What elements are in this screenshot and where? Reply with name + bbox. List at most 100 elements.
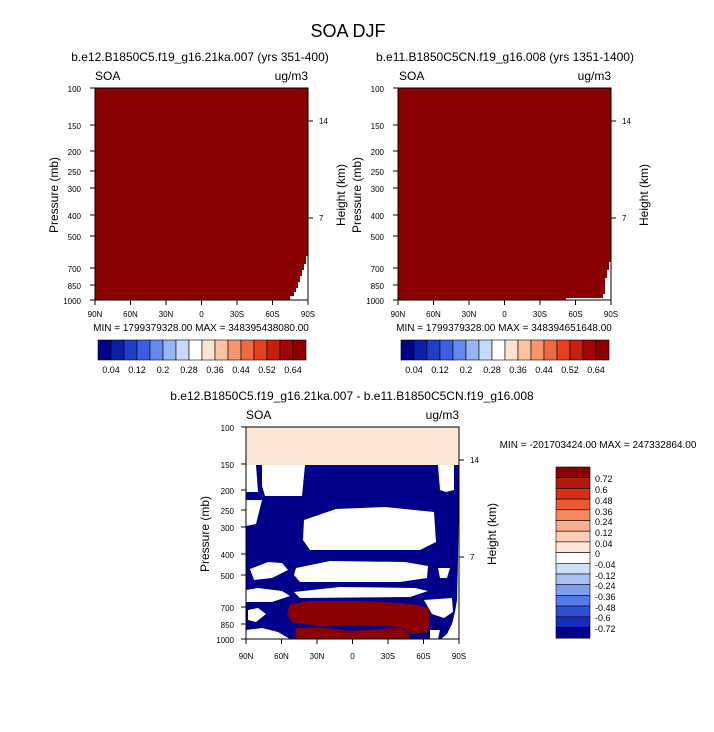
colorbar-label: 0.28 xyxy=(483,365,501,375)
colorbar-label: -0.72 xyxy=(595,624,616,634)
panel-3-ylabel-right: Height (km) xyxy=(485,503,499,565)
y-tick-label: 300 xyxy=(68,185,82,194)
colorbar-swatch xyxy=(214,339,229,361)
colorbar-swatch xyxy=(504,339,519,361)
panel-1-ylabel-right: Height (km) xyxy=(334,164,348,226)
colorbar-label: 0.36 xyxy=(206,365,224,375)
y-tick-label: 100 xyxy=(371,85,385,94)
colorbar-swatch xyxy=(426,339,441,361)
y-tick-label: 400 xyxy=(68,212,82,221)
panel-2-right-axis: 14 7 Height (km) xyxy=(611,117,651,226)
y-tick-label: 150 xyxy=(221,461,235,470)
y-right-tick-label: 14 xyxy=(319,117,328,126)
panel-1-stats: MIN = 1799379328.00 MAX = 348395438080.0… xyxy=(93,323,309,334)
x-tick-label: 30N xyxy=(462,310,477,319)
colorbar-label: 0.24 xyxy=(595,517,613,527)
colorbar-label: 0.12 xyxy=(431,365,449,375)
diff-white-patch xyxy=(246,500,262,526)
x-tick-label: 30S xyxy=(533,310,547,319)
panel-2-y-axis: 100 150 200 250 300 400 500 700 850 1000… xyxy=(350,85,398,306)
colorbar-label: -0.24 xyxy=(595,581,616,591)
panel-2-x-axis: 90N 60N 30N 0 30S 60S 90S xyxy=(391,300,618,319)
panel-3-ylabel: Pressure (mb) xyxy=(198,496,212,572)
panel-1-x-axis: 90N 60N 30N 0 30S 60S 90S xyxy=(88,300,315,319)
colorbar-label: 0.64 xyxy=(587,365,605,375)
panel-3-stats: MIN = -201703424.00 MAX = 247332864.00 xyxy=(500,440,697,451)
y-tick-label: 850 xyxy=(221,621,235,630)
y-tick-label: 150 xyxy=(371,122,385,131)
diff-white-patch xyxy=(246,588,290,602)
panel-1-right-axis: 14 7 Height (km) xyxy=(308,117,348,226)
colorbar-swatch xyxy=(569,339,584,361)
colorbar-swatch xyxy=(478,339,493,361)
colorbar-label: 0.44 xyxy=(232,365,250,375)
y-tick-label: 150 xyxy=(68,122,82,131)
panel-1-corner-right: ug/m3 xyxy=(275,69,309,83)
y-tick-label: 700 xyxy=(68,265,82,274)
colorbar-swatch xyxy=(555,520,591,532)
x-tick-label: 60N xyxy=(123,310,138,319)
x-tick-label: 90S xyxy=(301,310,315,319)
x-tick-label: 90S xyxy=(604,310,618,319)
panel-3: b.e12.B1850C5.f19_g16.21ka.007 - b.e11.B… xyxy=(170,389,697,661)
colorbar-label: 0.04 xyxy=(102,365,120,375)
x-tick-label: 60S xyxy=(416,652,430,661)
diff-region-positive xyxy=(287,601,430,634)
colorbar-swatch xyxy=(555,477,591,489)
y-tick-label: 500 xyxy=(221,572,235,581)
colorbar-label: 0.36 xyxy=(509,365,527,375)
panel-2-ylabel-right: Height (km) xyxy=(637,164,651,226)
y-tick-label: 200 xyxy=(371,148,385,157)
colorbar-label: 0 xyxy=(595,549,600,559)
colorbar-swatch xyxy=(530,339,545,361)
diff-band-near-zero xyxy=(246,427,459,465)
colorbar-swatch xyxy=(279,339,294,361)
colorbar-label: 0.44 xyxy=(535,365,553,375)
panel-3-corner-right: ug/m3 xyxy=(426,408,460,422)
y-tick-label: 500 xyxy=(68,233,82,242)
diff-white-patch xyxy=(424,598,453,618)
x-tick-label: 30S xyxy=(230,310,244,319)
diff-white-patch xyxy=(262,465,305,496)
colorbar-label: -0.12 xyxy=(595,571,616,581)
y-right-tick-label: 7 xyxy=(470,553,475,562)
colorbar-swatch xyxy=(555,595,591,607)
diff-white-patch xyxy=(246,628,290,639)
panel-2-field xyxy=(398,88,611,300)
colorbar-swatch xyxy=(555,488,591,500)
colorbar-swatch xyxy=(491,339,506,361)
x-tick-label: 30N xyxy=(310,652,325,661)
y-tick-label: 300 xyxy=(371,185,385,194)
panel-1-missing-region xyxy=(290,256,308,300)
colorbar-label: 0.6 xyxy=(595,485,608,495)
y-tick-label: 400 xyxy=(371,212,385,221)
colorbar-label: -0.6 xyxy=(595,613,611,623)
colorbar-label: 0.2 xyxy=(460,365,473,375)
y-tick-label: 200 xyxy=(68,148,82,157)
panel-1: b.e12.B1850C5.f19_g16.21ka.007 (yrs 351-… xyxy=(47,50,348,375)
panel-2-ylabel: Pressure (mb) xyxy=(350,157,364,233)
colorbar-swatch xyxy=(555,466,591,478)
colorbar-swatch xyxy=(266,339,281,361)
colorbar-label: 0.28 xyxy=(180,365,198,375)
panel-3-x-axis: 90N 60N 30N 0 30S 60S 90S xyxy=(239,639,466,661)
x-tick-label: 90S xyxy=(452,652,466,661)
colorbar-swatch xyxy=(452,339,467,361)
y-tick-label: 250 xyxy=(371,168,385,177)
panel-2-stats: MIN = 1799379328.00 MAX = 348394651648.0… xyxy=(396,323,612,334)
colorbar-swatch xyxy=(188,339,203,361)
colorbar-swatch xyxy=(555,509,591,521)
colorbar-swatch xyxy=(162,339,177,361)
panel-2-title: b.e11.B1850C5CN.f19_g16.008 (yrs 1351-14… xyxy=(376,50,634,64)
y-tick-label: 200 xyxy=(221,487,235,496)
y-tick-label: 250 xyxy=(68,168,82,177)
y-tick-label: 1000 xyxy=(63,297,81,306)
colorbar-swatch xyxy=(555,562,591,575)
colorbar-swatch xyxy=(555,616,591,628)
x-tick-label: 60S xyxy=(568,310,582,319)
panel-2-missing-region xyxy=(566,262,611,300)
colorbar-swatch xyxy=(555,498,591,511)
panel-3-y-axis: 100 150 200 250 300 400 500 700 850 1000… xyxy=(198,424,246,645)
colorbar-label: 0.2 xyxy=(157,365,170,375)
